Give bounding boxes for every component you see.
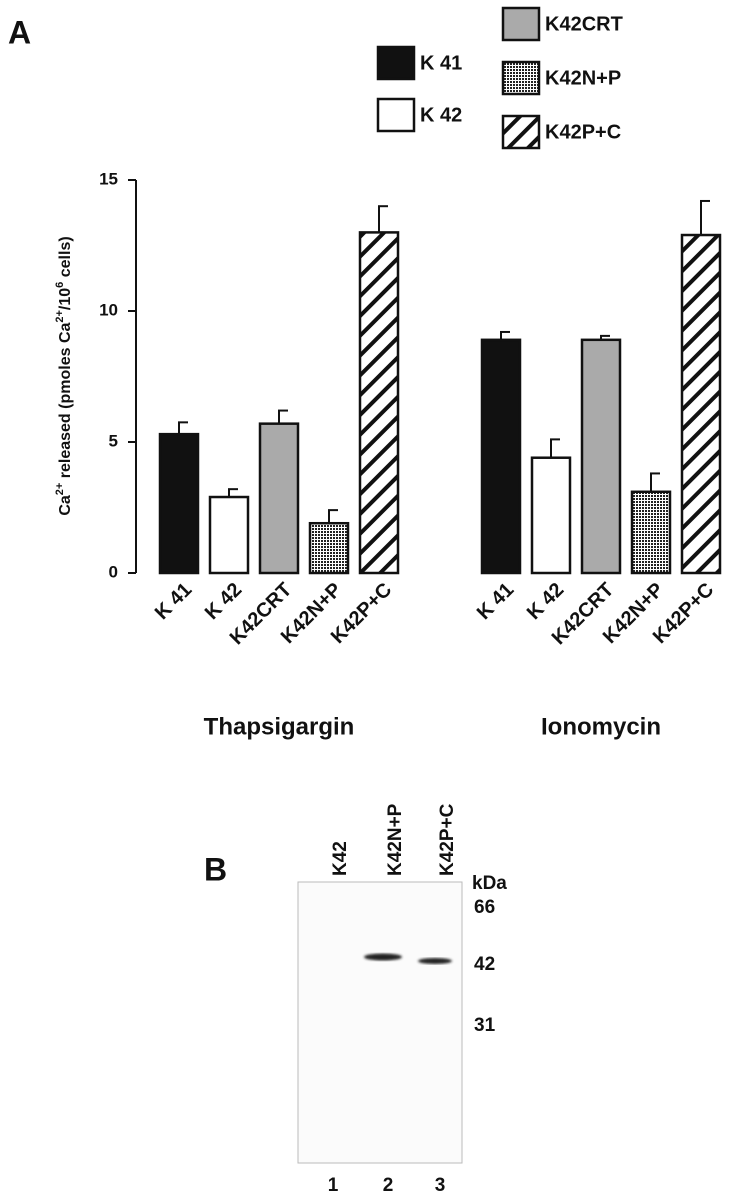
y-axis-label-part: 2+	[54, 310, 66, 323]
legend-swatch	[501, 114, 541, 150]
legend-label: K 41	[420, 52, 462, 74]
bar	[580, 338, 622, 575]
legend-swatch	[376, 97, 416, 133]
marker-label: 42	[474, 954, 495, 975]
group-label: Ionomycin	[541, 713, 661, 740]
lane-number: 3	[435, 1175, 446, 1196]
y-axis-label-part: /10	[57, 288, 74, 310]
y-tick-label: 15	[99, 169, 118, 188]
y-axis-label-part: 6	[54, 282, 66, 288]
unit-label: kDa	[472, 873, 507, 894]
lane-number: 2	[383, 1175, 394, 1196]
blot-band	[364, 953, 402, 961]
y-tick-label: 5	[109, 431, 118, 450]
lane-label: K42	[330, 841, 351, 876]
bar	[208, 495, 250, 575]
panel-label: A	[8, 14, 31, 50]
blot-membrane	[297, 881, 463, 1164]
legend-swatch	[376, 45, 416, 81]
y-axis-label: Ca2+ released (pmoles Ca2+/106 cells)	[54, 236, 74, 515]
legend-label: K 42	[420, 104, 462, 126]
legend-label: K42CRT	[545, 13, 623, 35]
bar	[480, 338, 522, 575]
bar	[308, 521, 350, 575]
panel-label: B	[204, 851, 227, 887]
lane-number: 1	[328, 1175, 339, 1196]
legend-swatch	[501, 60, 541, 96]
x-tick-label: K 42	[523, 579, 568, 624]
legend-swatch	[501, 6, 541, 42]
group-label: Thapsigargin	[204, 713, 355, 740]
blot-band	[418, 958, 452, 964]
lane-label: K42P+C	[437, 803, 458, 876]
legend-label: K42N+P	[545, 67, 621, 89]
y-axis-label-part: Ca	[57, 495, 74, 516]
blot-labels: K42 1 K42N+P 2 K42P+C 3 kDa 66 42 31	[328, 803, 508, 1196]
y-tick-label: 10	[99, 300, 118, 319]
y-axis-label-part: 2+	[54, 483, 66, 496]
y-axis-label-part: released (pmoles Ca	[57, 323, 74, 483]
x-tick-label: K 42	[201, 579, 246, 624]
bar	[358, 231, 400, 575]
bar	[630, 490, 672, 575]
y-axis-label-part: cells)	[57, 236, 74, 281]
y-tick-label: 0	[109, 562, 118, 581]
lane-label: K42N+P	[385, 803, 406, 876]
bar	[680, 233, 722, 575]
x-tick-label: K 41	[473, 579, 518, 624]
marker-label: 66	[474, 897, 495, 918]
marker-label: 31	[474, 1015, 496, 1036]
x-tick-label: K 41	[151, 579, 196, 624]
bar	[158, 432, 200, 575]
legend-label: K42P+C	[545, 121, 621, 143]
bar	[530, 456, 572, 575]
bar	[258, 422, 300, 575]
